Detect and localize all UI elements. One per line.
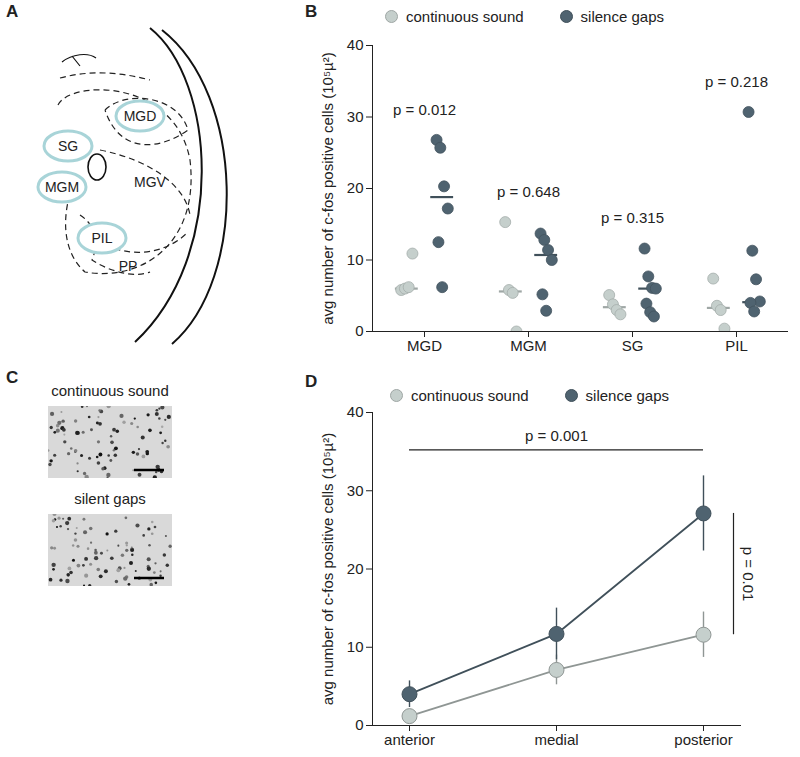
svg-text:MGM: MGM <box>45 179 79 195</box>
svg-text:p = 0.012: p = 0.012 <box>393 101 456 118</box>
svg-text:0: 0 <box>355 322 363 339</box>
html-text:continuous sound: continuous sound <box>406 8 524 25</box>
svg-text:40: 40 <box>347 36 364 53</box>
svg-text:anterior: anterior <box>384 731 435 748</box>
html-text:silence gaps: silence gaps <box>585 387 669 404</box>
html-text:silent gaps: silent gaps <box>74 490 146 507</box>
svg-text:40: 40 <box>347 403 364 420</box>
svg-text:p = 0.218: p = 0.218 <box>705 73 768 90</box>
html-text:continuous sound: continuous sound <box>411 387 529 404</box>
svg-text:PIL: PIL <box>725 337 748 354</box>
svg-text:p = 0.648: p = 0.648 <box>497 183 560 200</box>
svg-text:posterior: posterior <box>674 731 732 748</box>
svg-text:p = 0.01: p = 0.01 <box>740 547 757 602</box>
svg-text:MGD: MGD <box>407 337 442 354</box>
svg-text:SG: SG <box>622 337 644 354</box>
html-text:D: D <box>305 372 318 391</box>
svg-text:10: 10 <box>347 638 364 655</box>
svg-text:20: 20 <box>347 179 364 196</box>
svg-text:medial: medial <box>534 731 578 748</box>
svg-text:20: 20 <box>347 560 364 577</box>
svg-text:0: 0 <box>355 716 363 733</box>
html-text:B: B <box>305 2 318 21</box>
html-text:continuous sound: continuous sound <box>51 382 169 399</box>
svg-text:30: 30 <box>347 482 364 499</box>
html-text:C: C <box>6 368 19 387</box>
svg-text:MGM: MGM <box>510 337 547 354</box>
svg-text:SG: SG <box>58 138 78 154</box>
svg-text:avg number of c-fos positive c: avg number of c-fos positive cells (10⁵µ… <box>319 433 336 705</box>
svg-text:avg number of c-fos positive c: avg number of c-fos positive cells (10⁵µ… <box>319 52 336 324</box>
svg-text:PIL: PIL <box>91 230 112 246</box>
svg-text:30: 30 <box>347 108 364 125</box>
svg-text:10: 10 <box>347 251 364 268</box>
svg-text:MGV: MGV <box>134 174 167 190</box>
svg-text:MGD: MGD <box>124 108 157 124</box>
svg-text:p = 0.001: p = 0.001 <box>525 427 588 444</box>
html-text:A: A <box>6 2 19 21</box>
html-text:silence gaps: silence gaps <box>580 8 664 25</box>
svg-text:PP: PP <box>119 258 138 274</box>
svg-text:p = 0.315: p = 0.315 <box>601 209 664 226</box>
